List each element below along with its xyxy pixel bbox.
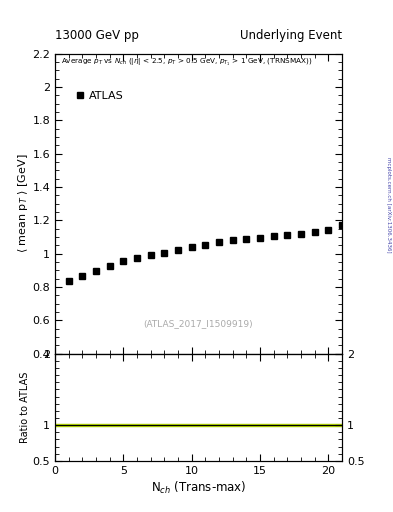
Y-axis label: $\langle$ mean p$_T$ $\rangle$ [GeV]: $\langle$ mean p$_T$ $\rangle$ [GeV] <box>15 154 29 253</box>
ATLAS <box>257 235 262 241</box>
ATLAS <box>107 263 112 269</box>
ATLAS <box>244 236 249 242</box>
Text: Average $p_T$ vs $N_{ch}$ ($|\eta|$ < 2.5, $p_T$ > 0.5 GeV, $p_{T_1}$ > 1 GeV, (: Average $p_T$ vs $N_{ch}$ ($|\eta|$ < 2.… <box>61 57 312 68</box>
ATLAS <box>285 232 290 239</box>
ATLAS <box>66 278 71 284</box>
ATLAS <box>203 242 208 248</box>
ATLAS <box>271 233 276 239</box>
ATLAS <box>312 229 317 235</box>
ATLAS <box>162 250 167 256</box>
ATLAS <box>121 258 126 264</box>
Legend: ATLAS: ATLAS <box>72 87 128 105</box>
Bar <box>55 424 342 426</box>
ATLAS <box>217 239 221 245</box>
X-axis label: N$_{ch}$ (Trans-max): N$_{ch}$ (Trans-max) <box>151 480 246 496</box>
ATLAS <box>340 222 344 228</box>
ATLAS <box>189 244 194 250</box>
ATLAS <box>94 268 98 274</box>
ATLAS <box>230 237 235 243</box>
ATLAS <box>80 273 85 279</box>
ATLAS <box>299 230 303 237</box>
ATLAS <box>135 255 140 261</box>
Text: mcplots.cern.ch [arXiv:1306.3436]: mcplots.cern.ch [arXiv:1306.3436] <box>386 157 391 252</box>
Text: (ATLAS_2017_I1509919): (ATLAS_2017_I1509919) <box>144 319 253 328</box>
ATLAS <box>326 227 331 233</box>
Text: Underlying Event: Underlying Event <box>240 29 342 42</box>
Y-axis label: Ratio to ATLAS: Ratio to ATLAS <box>20 372 30 443</box>
Line: ATLAS: ATLAS <box>66 223 345 284</box>
Text: 13000 GeV pp: 13000 GeV pp <box>55 29 139 42</box>
ATLAS <box>176 246 180 252</box>
ATLAS <box>148 252 153 259</box>
